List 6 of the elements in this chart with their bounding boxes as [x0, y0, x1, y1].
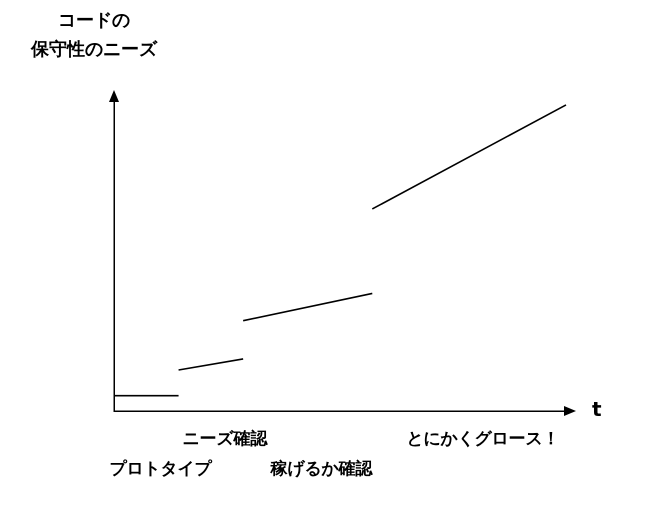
x-axis-title: t: [592, 397, 602, 421]
text: ニーズ確認: [182, 428, 268, 450]
text: とにかくグロース！: [406, 428, 560, 450]
text: 稼げるか確認: [270, 458, 373, 480]
text: プロトタイプ: [109, 458, 212, 480]
y-axis-title: コードの保守性のニーズ: [30, 10, 157, 60]
